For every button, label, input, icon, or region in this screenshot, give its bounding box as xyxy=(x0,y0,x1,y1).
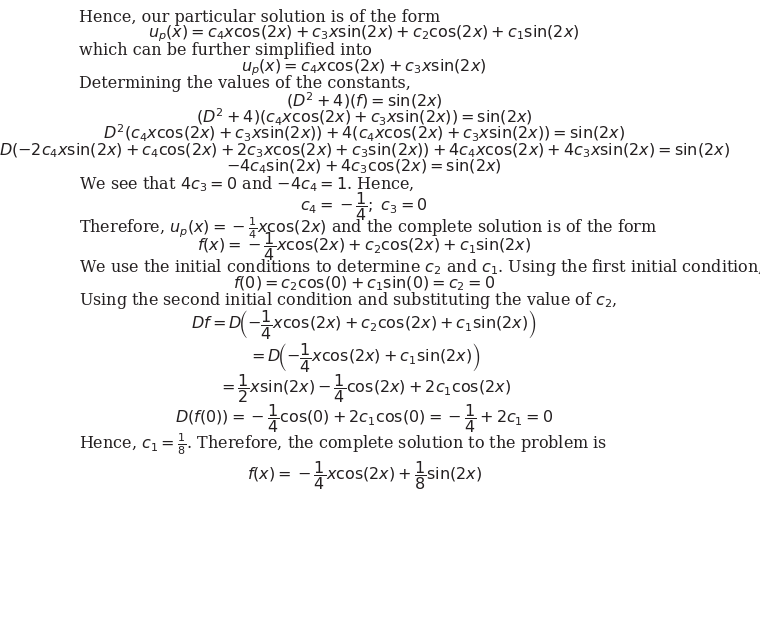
Text: $f(x) = -\dfrac{1}{4}x\cos(2x) + c_2\cos(2x) + c_1\sin(2x)$: $f(x) = -\dfrac{1}{4}x\cos(2x) + c_2\cos… xyxy=(197,230,531,263)
Text: which can be further simplified into: which can be further simplified into xyxy=(78,42,372,59)
Text: $-4c_4\sin(2x) + 4c_3\cos(2x) = \sin(2x)$: $-4c_4\sin(2x) + 4c_3\cos(2x) = \sin(2x)… xyxy=(226,158,502,176)
Text: $D^2(c_4x\cos(2x) + c_3x\sin(2x)) + 4(c_4x\cos(2x) + c_3x\sin(2x)) = \sin(2x)$: $D^2(c_4x\cos(2x) + c_3x\sin(2x)) + 4(c_… xyxy=(103,123,625,144)
Text: $D(f(0)) = -\dfrac{1}{4}\cos(0) + 2c_1\cos(0) = -\dfrac{1}{4} + 2c_1 = 0$: $D(f(0)) = -\dfrac{1}{4}\cos(0) + 2c_1\c… xyxy=(175,402,553,435)
Text: Hence, our particular solution is of the form: Hence, our particular solution is of the… xyxy=(78,9,440,26)
Text: $(D^2 + 4)(c_4x\cos(2x) + c_3x\sin(2x)) = \sin(2x)$: $(D^2 + 4)(c_4x\cos(2x) + c_3x\sin(2x)) … xyxy=(196,107,532,128)
Text: $u_p(x) = c_4x\cos(2x) + c_3x\sin(2x)$: $u_p(x) = c_4x\cos(2x) + c_3x\sin(2x)$ xyxy=(242,57,486,78)
Text: $c_4 = -\dfrac{1}{4};\; c_3 = 0$: $c_4 = -\dfrac{1}{4};\; c_3 = 0$ xyxy=(300,189,428,223)
Text: We see that $4c_3 = 0$ and $-4c_4 = 1$. Hence,: We see that $4c_3 = 0$ and $-4c_4 = 1$. … xyxy=(78,174,414,194)
Text: $D(-2c_4x\sin(2x) + c_4\cos(2x) + 2c_3x\cos(2x) + c_3\sin(2x)) + 4c_4x\cos(2x) +: $D(-2c_4x\sin(2x) + c_4\cos(2x) + 2c_3x\… xyxy=(0,141,730,160)
Text: Using the second initial condition and substituting the value of $c_2$,: Using the second initial condition and s… xyxy=(78,290,617,311)
Text: $f(0) = c_2\cos(0) + c_1\sin(0) = c_2 = 0$: $f(0) = c_2\cos(0) + c_1\sin(0) = c_2 = … xyxy=(233,275,496,293)
Text: Determining the values of the constants,: Determining the values of the constants, xyxy=(78,75,410,93)
Text: $(D^2 + 4)(f) = \sin(2x)$: $(D^2 + 4)(f) = \sin(2x)$ xyxy=(286,90,442,111)
Text: $= D\!\left(-\dfrac{1}{4}x\cos(2x) + c_1\sin(2x)\right)$: $= D\!\left(-\dfrac{1}{4}x\cos(2x) + c_1… xyxy=(248,341,480,374)
Text: $u_p(x) = c_4x\cos(2x) + c_3x\sin(2x) + c_2\cos(2x) + c_1\sin(2x)$: $u_p(x) = c_4x\cos(2x) + c_3x\sin(2x) + … xyxy=(148,23,580,44)
Text: $Df = D\!\left(-\dfrac{1}{4}x\cos(2x) + c_2\cos(2x) + c_1\sin(2x)\right)$: $Df = D\!\left(-\dfrac{1}{4}x\cos(2x) + … xyxy=(192,308,537,341)
Text: We use the initial conditions to determine $c_2$ and $c_1$. Using the first init: We use the initial conditions to determi… xyxy=(78,257,760,278)
Text: Hence, $c_1 = \frac{1}{8}$. Therefore, the complete solution to the problem is: Hence, $c_1 = \frac{1}{8}$. Therefore, t… xyxy=(78,431,607,457)
Text: Therefore, $u_p(x) = -\frac{1}{4}x\cos(2x)$ and the complete solution is of the : Therefore, $u_p(x) = -\frac{1}{4}x\cos(2… xyxy=(78,215,657,241)
Text: $= \dfrac{1}{2}x\sin(2x) - \dfrac{1}{4}\cos(2x) + 2c_1\cos(2x)$: $= \dfrac{1}{2}x\sin(2x) - \dfrac{1}{4}\… xyxy=(217,371,511,405)
Text: $f(x) = -\dfrac{1}{4}x\cos(2x) + \dfrac{1}{8}\sin(2x)$: $f(x) = -\dfrac{1}{4}x\cos(2x) + \dfrac{… xyxy=(246,458,482,492)
